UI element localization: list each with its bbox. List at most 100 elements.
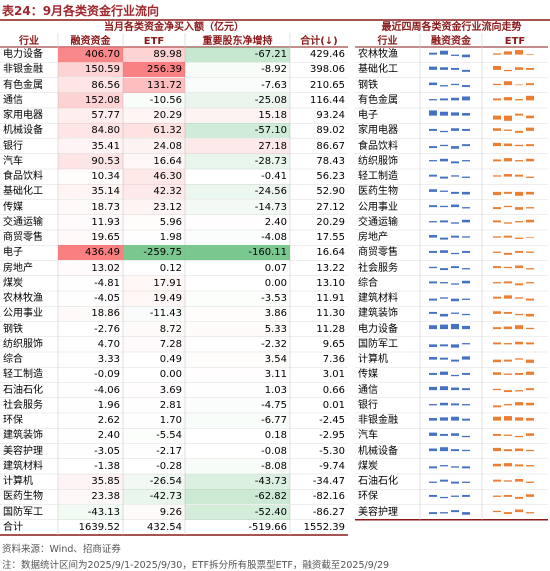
row-label: 交通运输 <box>3 216 43 228</box>
trend-bar <box>462 466 470 469</box>
row-label: 食品饮料 <box>358 140 398 152</box>
cell-value: 86.56 <box>58 77 123 93</box>
trend-bar <box>462 481 470 483</box>
cell-value: 1.70 <box>159 415 182 426</box>
row-label: 社会服务 <box>3 399 43 411</box>
trend-bar <box>515 313 523 316</box>
row-label: 轻工制造 <box>358 171 398 182</box>
cell-value: -4.81 <box>94 277 120 289</box>
trend-bar <box>462 144 470 147</box>
trend-bar <box>429 404 437 406</box>
trend-bar <box>504 97 512 101</box>
trend-bar <box>526 327 534 330</box>
cell-value: -34.47 <box>312 476 345 487</box>
cell-value: 13.02 <box>58 261 123 276</box>
cell-value: 46.30 <box>123 169 185 184</box>
trend-bar <box>440 447 448 452</box>
trend-bar <box>493 416 501 421</box>
cell-value: 1.98 <box>159 232 182 243</box>
trend-bar <box>515 237 523 239</box>
row-label: 公用事业 <box>3 308 43 320</box>
trend-bar <box>440 357 448 360</box>
trend-bar <box>451 466 459 468</box>
trend-bar <box>493 266 501 269</box>
trend-bar <box>429 174 437 177</box>
cell-value: 8.72 <box>123 322 185 337</box>
trend-bar <box>462 280 470 284</box>
trend-bar <box>493 296 501 299</box>
row-label: 建筑装饰 <box>358 308 398 320</box>
trend-bar <box>515 113 523 116</box>
trend-bar <box>504 326 512 330</box>
cell-value: 13.22 <box>316 262 345 274</box>
trend-bar <box>462 96 470 101</box>
row-label: 石油石化 <box>3 384 43 396</box>
trend-bar <box>429 357 437 360</box>
cell-value: 90.53 <box>58 153 123 169</box>
trend-bar <box>429 325 437 330</box>
trend-bar <box>429 99 437 101</box>
trend-bar <box>429 512 437 515</box>
col-header: 融资资金 <box>70 36 111 47</box>
row-label: 纺织服饰 <box>358 155 398 167</box>
row-label: 银行 <box>3 140 23 152</box>
trend-bar <box>526 512 534 514</box>
trend-bar <box>429 160 437 162</box>
trend-bar <box>462 69 470 72</box>
cell-value: 23.38 <box>58 489 123 505</box>
trend-bar <box>526 67 534 70</box>
trend-bar <box>493 311 501 314</box>
trend-bar <box>462 388 470 391</box>
trend-bar <box>515 372 523 375</box>
trend-bar <box>493 83 501 86</box>
row-label: 机械设备 <box>358 445 398 457</box>
trend-bar <box>504 343 512 345</box>
trend-bar <box>526 298 534 301</box>
trend-bar <box>515 207 523 210</box>
cell-value: -10.56 <box>123 93 185 108</box>
trend-bar <box>515 144 523 147</box>
title: 表24：9月各类资金行业流向 <box>2 4 160 18</box>
trend-bar <box>462 449 470 452</box>
row-label: 通信 <box>3 94 23 106</box>
trend-bar <box>429 494 437 497</box>
cell-value: -8.92 <box>185 62 290 78</box>
row-label: 美容护理 <box>358 506 398 518</box>
trend-bar <box>451 175 459 177</box>
cell-value: 16.64 <box>123 153 185 169</box>
trend-bar <box>451 344 459 348</box>
trend-bar <box>451 83 459 86</box>
trend-bar <box>440 297 448 299</box>
row-label: 汽车 <box>358 430 378 442</box>
trend-bar <box>429 82 437 86</box>
cell-value: -2.32 <box>261 338 287 350</box>
trend-bar <box>504 449 512 452</box>
row-label: 基础化工 <box>358 64 398 76</box>
trend-bar <box>451 283 459 285</box>
cell-value: 0.00 <box>264 277 287 289</box>
col-header: ETF <box>143 36 165 47</box>
trend-bar <box>462 219 470 223</box>
row-label: 电力设备 <box>358 323 398 335</box>
trend-bar <box>493 175 501 177</box>
trend-bar <box>515 496 523 499</box>
trend-bar <box>504 373 512 375</box>
trend-bar <box>515 297 523 299</box>
cell-value: 13.10 <box>316 277 345 289</box>
trend-bar <box>462 128 470 131</box>
trend-bar <box>504 129 512 131</box>
trend-bar <box>440 130 448 133</box>
cell-value: -519.66 <box>248 521 287 533</box>
trend-bar <box>504 494 512 497</box>
trend-bar <box>526 313 534 317</box>
cell-value: -4.08 <box>185 230 290 245</box>
trend-bar <box>440 371 448 375</box>
trend-bar <box>504 463 512 467</box>
cell-value: 57.77 <box>58 108 123 123</box>
trend-bar <box>504 69 512 72</box>
cell-value: 3.01 <box>322 369 345 381</box>
trend-bar <box>451 416 459 421</box>
trend-bar <box>462 176 470 178</box>
cell-value: -8.08 <box>185 458 290 474</box>
